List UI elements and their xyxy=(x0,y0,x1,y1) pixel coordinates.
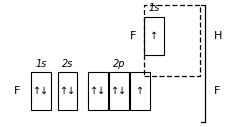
Text: 1s: 1s xyxy=(148,3,159,13)
Text: 2s: 2s xyxy=(62,59,73,69)
Text: F: F xyxy=(214,86,221,96)
Bar xyxy=(58,72,77,110)
Text: H: H xyxy=(214,31,223,41)
Bar xyxy=(144,5,200,76)
Text: ↓: ↓ xyxy=(67,86,75,96)
Text: ↑: ↑ xyxy=(33,86,41,96)
Text: ↑: ↑ xyxy=(90,86,98,96)
Bar xyxy=(144,17,164,55)
Text: 1s: 1s xyxy=(35,59,46,69)
Text: ↑: ↑ xyxy=(150,31,158,41)
Text: F: F xyxy=(14,86,21,96)
Bar xyxy=(88,72,108,110)
Text: F: F xyxy=(130,31,136,41)
Text: ↓: ↓ xyxy=(118,86,127,96)
Bar xyxy=(31,72,51,110)
Text: ↑: ↑ xyxy=(60,86,68,96)
Bar xyxy=(130,72,150,110)
Text: ↓: ↓ xyxy=(97,86,106,96)
Text: ↑: ↑ xyxy=(111,86,119,96)
Text: 2p: 2p xyxy=(113,59,125,69)
Text: ↓: ↓ xyxy=(40,86,48,96)
Text: ↑: ↑ xyxy=(136,86,144,96)
Bar xyxy=(109,72,129,110)
